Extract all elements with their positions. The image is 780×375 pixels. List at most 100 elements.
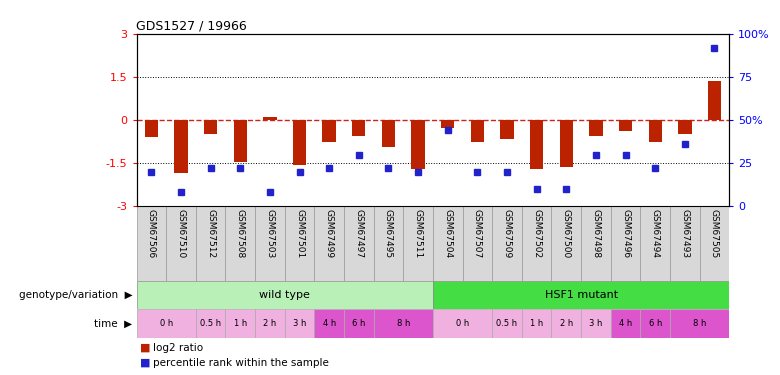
Text: GSM67499: GSM67499 (324, 209, 334, 258)
Text: 3 h: 3 h (589, 319, 603, 328)
Bar (470, 120, 484, 142)
Text: 6 h: 6 h (352, 319, 366, 328)
Bar (707, 81, 722, 120)
Text: HSF1 mutant: HSF1 mutant (544, 290, 618, 300)
Bar (619, 120, 633, 131)
Bar (381, 120, 395, 147)
Text: log2 ratio: log2 ratio (153, 343, 203, 352)
Text: GSM67512: GSM67512 (206, 209, 215, 258)
Bar (374, 309, 433, 338)
Text: genotype/variation  ▶: genotype/variation ▶ (19, 290, 133, 300)
Bar (196, 309, 225, 338)
Bar (233, 120, 247, 162)
Text: GSM67508: GSM67508 (236, 209, 245, 258)
Text: 4 h: 4 h (323, 319, 335, 328)
Text: GSM67495: GSM67495 (384, 209, 393, 258)
Bar (322, 120, 336, 142)
Text: GSM67493: GSM67493 (680, 209, 690, 258)
Bar (492, 206, 522, 281)
Text: GSM67497: GSM67497 (354, 209, 363, 258)
Bar (225, 309, 255, 338)
Text: GSM67506: GSM67506 (147, 209, 156, 258)
Bar (144, 120, 158, 137)
Bar (611, 206, 640, 281)
Bar (640, 309, 670, 338)
Text: GSM67504: GSM67504 (443, 209, 452, 258)
Text: ■: ■ (140, 358, 151, 368)
Bar (314, 309, 344, 338)
Text: GSM67494: GSM67494 (651, 209, 660, 258)
Bar (559, 120, 573, 166)
Bar (433, 281, 729, 309)
Bar (285, 206, 314, 281)
Text: percentile rank within the sample: percentile rank within the sample (153, 358, 328, 368)
Bar (196, 206, 225, 281)
Text: 8 h: 8 h (693, 319, 707, 328)
Text: 0 h: 0 h (160, 319, 172, 328)
Bar (463, 206, 492, 281)
Bar (285, 309, 314, 338)
Bar (411, 120, 425, 169)
Bar (551, 206, 581, 281)
Text: 8 h: 8 h (396, 319, 410, 328)
Text: GSM67507: GSM67507 (473, 209, 482, 258)
Bar (670, 206, 700, 281)
Text: 2 h: 2 h (560, 319, 573, 328)
Text: 3 h: 3 h (292, 319, 307, 328)
Text: ■: ■ (140, 343, 151, 352)
Bar (136, 309, 196, 338)
Text: GSM67505: GSM67505 (710, 209, 719, 258)
Bar (344, 206, 374, 281)
Text: 0.5 h: 0.5 h (200, 319, 222, 328)
Bar (611, 309, 640, 338)
Bar (374, 206, 403, 281)
Bar (492, 309, 522, 338)
Text: GDS1527 / 19966: GDS1527 / 19966 (136, 20, 247, 33)
Text: GSM67509: GSM67509 (502, 209, 512, 258)
Bar (670, 309, 729, 338)
Text: 1 h: 1 h (234, 319, 246, 328)
Text: 2 h: 2 h (264, 319, 276, 328)
Text: GSM67501: GSM67501 (295, 209, 304, 258)
Bar (403, 206, 433, 281)
Text: GSM67503: GSM67503 (265, 209, 275, 258)
Text: GSM67500: GSM67500 (562, 209, 571, 258)
Bar (352, 120, 366, 136)
Text: 1 h: 1 h (530, 319, 543, 328)
Bar (292, 120, 307, 165)
Bar (263, 117, 277, 120)
Bar (581, 206, 611, 281)
Bar (522, 309, 551, 338)
Bar (581, 309, 611, 338)
Bar (551, 309, 581, 338)
Text: time  ▶: time ▶ (94, 318, 133, 328)
Bar (166, 206, 196, 281)
Text: 0 h: 0 h (456, 319, 469, 328)
Bar (136, 281, 433, 309)
Text: 6 h: 6 h (648, 319, 662, 328)
Bar (174, 120, 188, 173)
Bar (522, 206, 551, 281)
Bar (314, 206, 344, 281)
Bar (640, 206, 670, 281)
Text: GSM67498: GSM67498 (591, 209, 601, 258)
Bar (255, 206, 285, 281)
Text: GSM67502: GSM67502 (532, 209, 541, 258)
Text: GSM67496: GSM67496 (621, 209, 630, 258)
Text: 0.5 h: 0.5 h (496, 319, 518, 328)
Text: GSM67511: GSM67511 (413, 209, 423, 258)
Bar (204, 120, 218, 134)
Bar (441, 120, 455, 128)
Text: 4 h: 4 h (619, 319, 632, 328)
Bar (500, 120, 514, 139)
Text: wild type: wild type (259, 290, 310, 300)
Bar (433, 206, 463, 281)
Bar (344, 309, 374, 338)
Bar (700, 206, 729, 281)
Bar (530, 120, 544, 170)
Bar (589, 120, 603, 136)
Bar (255, 309, 285, 338)
Bar (678, 120, 692, 134)
Bar (648, 120, 662, 142)
Bar (433, 309, 492, 338)
